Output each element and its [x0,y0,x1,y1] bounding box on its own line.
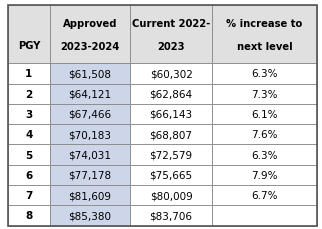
Bar [8,84,50,104]
Text: 6: 6 [25,170,33,180]
Bar [8,145,50,165]
Bar [50,125,130,145]
Bar [212,64,317,84]
Bar [130,125,212,145]
Text: $68,807: $68,807 [150,130,193,140]
Bar [8,165,50,185]
Text: 7.6%: 7.6% [251,130,278,140]
Text: $75,665: $75,665 [149,170,193,180]
Bar [212,6,317,64]
Text: $64,121: $64,121 [68,89,111,99]
Text: 6.3%: 6.3% [251,69,278,79]
Bar [130,185,212,205]
Bar [50,104,130,125]
Text: 6.1%: 6.1% [251,109,278,120]
Text: $81,609: $81,609 [69,190,111,200]
Text: 2023: 2023 [157,41,185,52]
Bar [212,185,317,205]
Text: % increase to: % increase to [226,19,303,29]
Bar [130,6,212,64]
Text: 7.9%: 7.9% [251,170,278,180]
Bar [50,6,130,64]
Bar [50,205,130,226]
Bar [212,205,317,226]
Bar [212,165,317,185]
Text: next level: next level [237,41,292,52]
Text: 2: 2 [25,89,33,99]
Bar [50,64,130,84]
Text: $61,508: $61,508 [69,69,111,79]
Text: $74,031: $74,031 [69,150,111,160]
Text: 2023-2024: 2023-2024 [60,41,120,52]
Text: $60,302: $60,302 [150,69,193,79]
Bar [130,165,212,185]
Text: 4: 4 [25,130,33,140]
Text: 1: 1 [25,69,33,79]
Bar [130,64,212,84]
Text: $80,009: $80,009 [150,190,193,200]
Text: Current 2022-: Current 2022- [132,19,210,29]
Text: $66,143: $66,143 [149,109,193,120]
Bar [212,84,317,104]
Bar [212,104,317,125]
Bar [8,125,50,145]
Bar [50,185,130,205]
Bar [50,145,130,165]
Bar [8,104,50,125]
Bar [130,84,212,104]
Bar [130,145,212,165]
Text: 3: 3 [25,109,33,120]
Text: 8: 8 [25,210,33,221]
Bar [8,205,50,226]
Text: 5: 5 [25,150,33,160]
Text: 7.3%: 7.3% [251,89,278,99]
Text: $70,183: $70,183 [69,130,111,140]
Bar [8,6,50,64]
Text: Approved: Approved [63,19,117,29]
Text: $67,466: $67,466 [68,109,111,120]
Text: $85,380: $85,380 [69,210,111,221]
Text: $62,864: $62,864 [149,89,193,99]
Bar [212,125,317,145]
Bar [130,104,212,125]
Bar [50,165,130,185]
Text: $83,706: $83,706 [150,210,193,221]
Bar [130,205,212,226]
Text: 6.3%: 6.3% [251,150,278,160]
Bar [8,64,50,84]
Text: $72,579: $72,579 [149,150,193,160]
Text: 6.7%: 6.7% [251,190,278,200]
Text: PGY: PGY [18,40,40,50]
Text: 7: 7 [25,190,33,200]
Text: $77,178: $77,178 [68,170,111,180]
Bar [50,84,130,104]
Bar [212,145,317,165]
Bar [8,185,50,205]
